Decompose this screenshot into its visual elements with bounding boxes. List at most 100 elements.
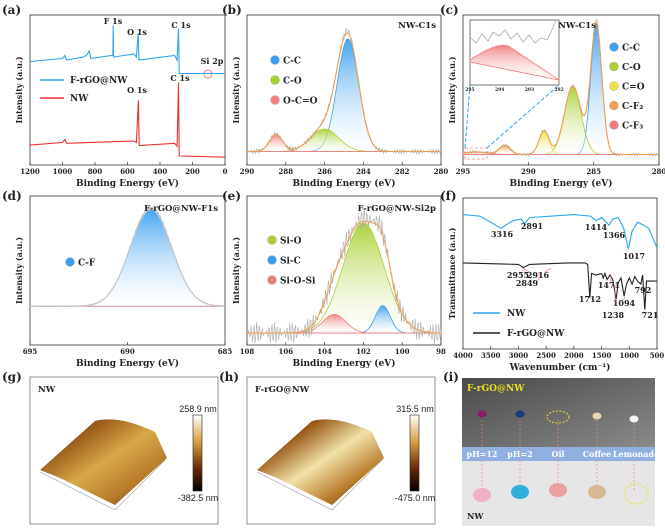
stain (473, 488, 491, 502)
x-tick-label: 1000 (53, 167, 73, 176)
legend-label: Si-O (280, 237, 302, 247)
droplet (477, 410, 487, 418)
scale-min-label: -475.0 nm (395, 493, 436, 503)
peak-label: O 1s (127, 85, 147, 95)
inset-cf3-peak (469, 44, 560, 81)
panel-e: 108 106 104 102 100 98 Binding Energy (eV) Inte… (222, 189, 446, 369)
legend-label: NW (70, 94, 89, 104)
legend-label: F-rGO@NW (507, 329, 565, 339)
fit-envelope (247, 220, 441, 334)
label-band (462, 447, 655, 461)
band-label: 1712 (579, 294, 601, 304)
x-tick-label: 1000 (620, 351, 640, 360)
legend-label: C-O (622, 63, 641, 73)
legend-label: C=O (622, 83, 645, 93)
panel-label: (e) (222, 189, 241, 203)
y-axis-label: Intensity (a.u.) (231, 237, 241, 304)
liquid-label: pH=2 (507, 449, 532, 459)
series-line-nw (462, 214, 658, 250)
droplet (629, 415, 639, 423)
legend-swatch (609, 61, 619, 72)
peak-label: C 1s (171, 20, 191, 30)
band-label: 1471 (598, 280, 620, 290)
x-tick-label: 690 (120, 347, 135, 356)
afm-axis-lines (256, 459, 383, 511)
stain (549, 483, 567, 497)
lemonade-stain-marker (623, 483, 649, 505)
scale-max-label: 258.9 nm (179, 404, 217, 414)
zoom-region-box (464, 147, 488, 160)
panel-f: 4000 3500 3000 2500 2000 1500 1000 500 Wavenumbe… (440, 189, 664, 373)
inset-tick-label: 294 (495, 87, 504, 93)
stain (511, 485, 529, 499)
x-tick-label: 280 (434, 167, 449, 176)
x-tick-label: 290 (521, 167, 536, 176)
sample-label: NW (38, 385, 56, 395)
legend-label: C-F₃ (622, 122, 643, 132)
x-tick-label: 500 (650, 351, 665, 360)
panel-c: 295 290 285 280 Binding Energy (eV) Intensity… (440, 3, 665, 189)
x-tick-label: 102 (356, 347, 371, 356)
x-tick-label: 284 (356, 167, 371, 176)
band-label: 792 (635, 285, 652, 295)
oil-spot-marker (546, 410, 570, 424)
band-label: 2955 (507, 270, 529, 280)
panel-b: 290 288 286 284 282 280 Binding Energy (eV) Int… (222, 3, 448, 189)
peak-label: C 1s (170, 73, 190, 83)
afm-surface-image (257, 419, 384, 505)
stain (588, 485, 606, 499)
legend-label: Si-O-Si (280, 277, 316, 287)
legend-label: C-C (622, 44, 640, 54)
legend-label: NW (507, 309, 526, 319)
plot-frame (246, 14, 442, 166)
x-tick-label: 98 (436, 347, 446, 356)
legend-label: Si-C (280, 257, 301, 267)
legend-label: F-rGO@NW (70, 76, 128, 86)
plot-frame (246, 195, 442, 346)
y-axis-label: Intensity (a.u.) (14, 237, 24, 304)
zoom-guide (464, 84, 471, 149)
series-line-frgonw (462, 262, 657, 310)
y-axis-label: Transmittance (a.u.) (447, 227, 457, 319)
band-label: 721 (642, 310, 659, 320)
x-tick-label: 282 (395, 167, 410, 176)
series-line-frgonw (29, 25, 225, 75)
x-tick-label: 0 (223, 167, 228, 176)
si2p-marker (203, 69, 213, 79)
legend-label: C-F (78, 259, 96, 269)
wettability-photo: (i) F-rGO@NW NW pH=12 pH=2 Oil Coffee Lemonade (443, 370, 659, 526)
plot-frame (462, 14, 660, 166)
x-tick-label: 800 (88, 167, 103, 176)
x-tick-label: 288 (278, 167, 293, 176)
liquid-label: pH=12 (467, 449, 498, 459)
fit-envelope (462, 21, 659, 156)
x-axis-label: Binding Energy (eV) (292, 178, 395, 189)
x-tick-label: 1500 (592, 351, 612, 360)
peak-label: O 1s (127, 27, 147, 37)
legend-swatch (270, 75, 280, 85)
color-scale-bar (409, 414, 420, 492)
panel-title: F-rGO@NW-Si2p (358, 204, 436, 214)
inset-tick-label: 295 (465, 87, 474, 93)
panel-title: F-rGO@NW-F1s (144, 204, 218, 214)
x-tick-label: 286 (317, 167, 332, 176)
legend-swatch (270, 55, 280, 65)
color-scale-bar (192, 414, 203, 492)
fit-envelope (247, 32, 441, 153)
legend-swatch (65, 257, 75, 267)
plot-frame (462, 197, 658, 350)
inset-tick-label: 293 (525, 87, 534, 93)
x-tick-label: 3000 (509, 351, 529, 360)
fit-envelope (30, 208, 225, 307)
panel-label: (a) (2, 3, 21, 17)
band-label: 1414 (585, 222, 608, 232)
y-axis-label: Intensity (a.u.) (447, 56, 457, 123)
afm-surface-image (40, 419, 167, 505)
legend-swatch (609, 100, 619, 111)
bottom-sample-label: NW (467, 511, 484, 521)
x-tick-label: 285 (586, 167, 601, 176)
series-line-nw (29, 82, 226, 158)
band-label: 3316 (491, 229, 514, 239)
panel-a: 1200 1000 800 600 400 200 0 Binding Energy (eV)… (2, 3, 228, 189)
